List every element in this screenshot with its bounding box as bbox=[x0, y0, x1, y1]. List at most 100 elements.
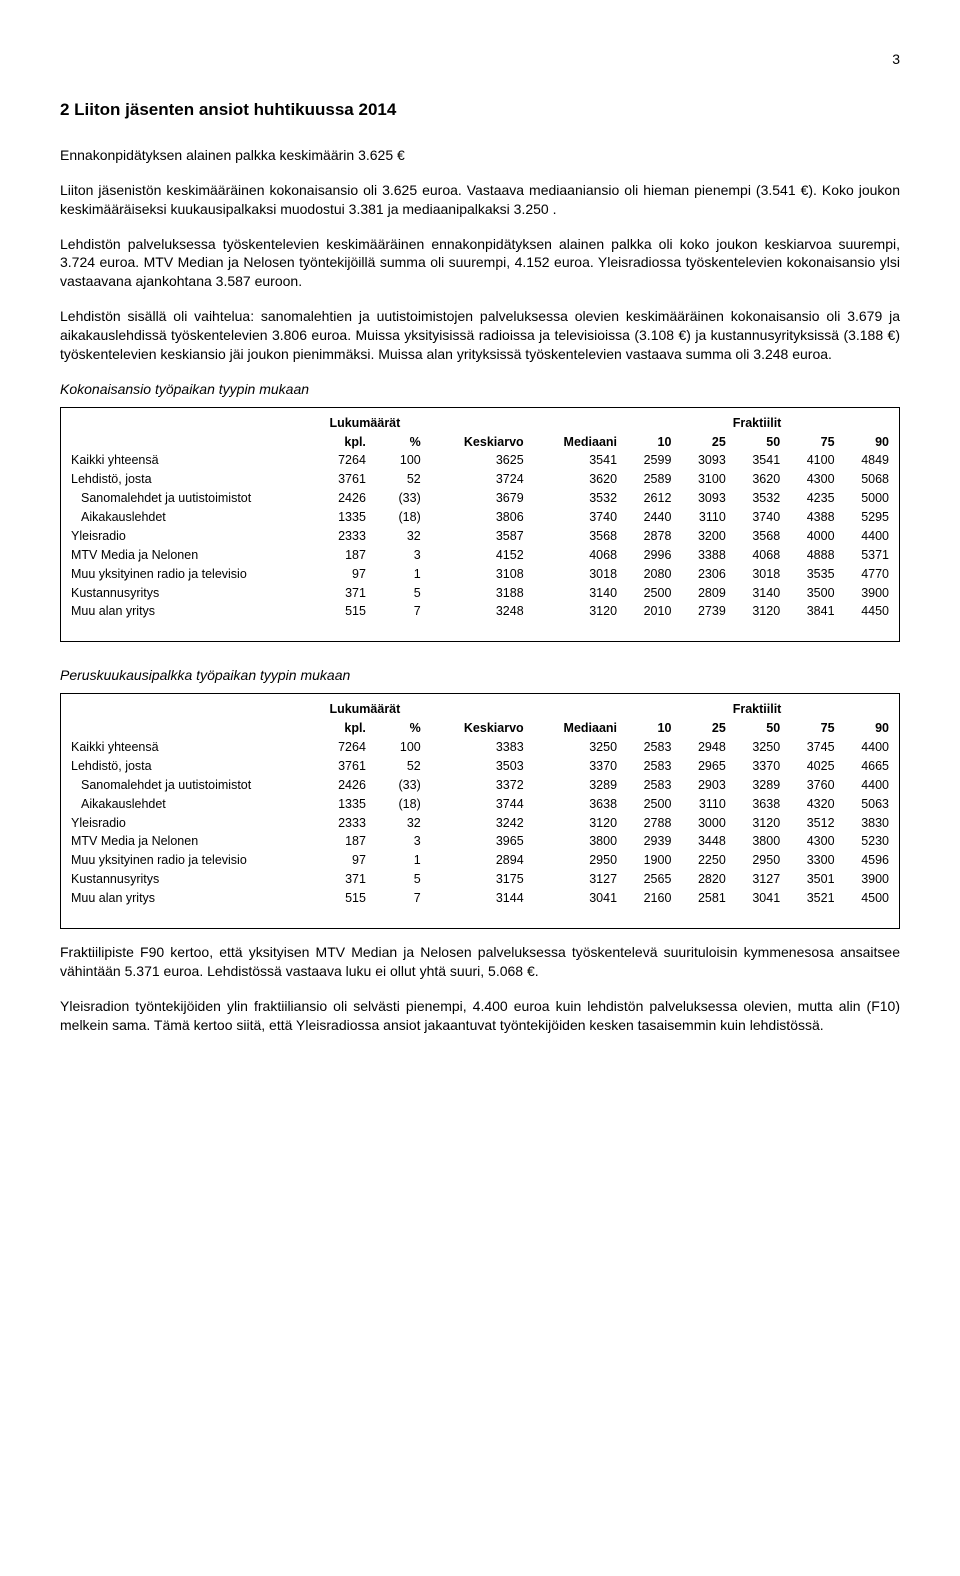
table2-group-lukum: Lukumäärät bbox=[305, 700, 425, 719]
table-row: Kaikki yhteensä7264100338332502583294832… bbox=[67, 738, 893, 757]
table-cell: 3041 bbox=[528, 889, 621, 908]
table-cell: 3535 bbox=[784, 565, 838, 584]
table-cell: 2010 bbox=[621, 602, 675, 621]
paragraph-5: Fraktiilipiste F90 kertoo, että yksityis… bbox=[60, 943, 900, 981]
table-cell: 3900 bbox=[839, 870, 893, 889]
table-row: Muu yksityinen radio ja televisio9713108… bbox=[67, 565, 893, 584]
table-cell: 3370 bbox=[730, 757, 784, 776]
table-cell: 3 bbox=[370, 546, 425, 565]
table-cell: 2939 bbox=[621, 832, 675, 851]
table-cell: 7 bbox=[370, 889, 425, 908]
table-cell: 5295 bbox=[839, 508, 893, 527]
table-cell: 2996 bbox=[621, 546, 675, 565]
table-cell: 3100 bbox=[675, 470, 729, 489]
col-header: 90 bbox=[839, 719, 893, 738]
col-header: Keskiarvo bbox=[425, 719, 528, 738]
table-cell: 3800 bbox=[730, 832, 784, 851]
table-cell: MTV Media ja Nelonen bbox=[67, 832, 305, 851]
table-cell: 4400 bbox=[839, 738, 893, 757]
table-cell: (33) bbox=[370, 489, 425, 508]
table-cell: 4300 bbox=[784, 832, 838, 851]
table1-caption: Kokonaisansio työpaikan tyypin mukaan bbox=[60, 380, 900, 399]
table-cell: Muu yksityinen radio ja televisio bbox=[67, 851, 305, 870]
table-cell: 3761 bbox=[305, 470, 370, 489]
col-header: kpl. bbox=[305, 719, 370, 738]
table-cell: 3093 bbox=[675, 489, 729, 508]
table-cell: (18) bbox=[370, 508, 425, 527]
table-cell: 5 bbox=[370, 584, 425, 603]
table-cell: Aikakauslehdet bbox=[67, 508, 305, 527]
table-cell: MTV Media ja Nelonen bbox=[67, 546, 305, 565]
col-header: Mediaani bbox=[528, 719, 621, 738]
table-cell: 3110 bbox=[675, 795, 729, 814]
table-cell: (33) bbox=[370, 776, 425, 795]
table-row: Aikakauslehdet1335(18)380637402440311037… bbox=[67, 508, 893, 527]
table-cell: 3587 bbox=[425, 527, 528, 546]
table-cell: 3144 bbox=[425, 889, 528, 908]
table-cell: 3740 bbox=[528, 508, 621, 527]
table-cell: 4320 bbox=[784, 795, 838, 814]
table-cell: 3175 bbox=[425, 870, 528, 889]
table-row: Muu yksityinen radio ja televisio9712894… bbox=[67, 851, 893, 870]
table-cell: 2950 bbox=[528, 851, 621, 870]
table-cell: 3200 bbox=[675, 527, 729, 546]
col-header bbox=[67, 433, 305, 452]
table-cell: 3761 bbox=[305, 757, 370, 776]
table-cell: 1 bbox=[370, 851, 425, 870]
table-cell: 371 bbox=[305, 870, 370, 889]
table-row: MTV Media ja Nelonen18734152406829963388… bbox=[67, 546, 893, 565]
table-cell: 2894 bbox=[425, 851, 528, 870]
table-cell: 3800 bbox=[528, 832, 621, 851]
table-cell: 187 bbox=[305, 832, 370, 851]
section-title: 2 Liiton jäsenten ansiot huhtikuussa 201… bbox=[60, 99, 900, 122]
table-cell: 4235 bbox=[784, 489, 838, 508]
table-row: Kaikki yhteensä7264100362535412599309335… bbox=[67, 451, 893, 470]
table2-group-frakt: Fraktiilit bbox=[621, 700, 893, 719]
table-row: Yleisradio233332324231202788300031203512… bbox=[67, 814, 893, 833]
table-cell: 3120 bbox=[528, 814, 621, 833]
table-cell: 3127 bbox=[730, 870, 784, 889]
table-cell: 3900 bbox=[839, 584, 893, 603]
table-cell: 3120 bbox=[730, 814, 784, 833]
table-cell: 3638 bbox=[528, 795, 621, 814]
table-cell: 2950 bbox=[730, 851, 784, 870]
table-cell: 3370 bbox=[528, 757, 621, 776]
table-cell: 4025 bbox=[784, 757, 838, 776]
table-cell: 2583 bbox=[621, 738, 675, 757]
col-header: Keskiarvo bbox=[425, 433, 528, 452]
table-cell: 4500 bbox=[839, 889, 893, 908]
table-cell: Yleisradio bbox=[67, 527, 305, 546]
table-cell: 3 bbox=[370, 832, 425, 851]
table-cell: 2948 bbox=[675, 738, 729, 757]
table-cell: (18) bbox=[370, 795, 425, 814]
table-cell: 2500 bbox=[621, 795, 675, 814]
table-cell: 3532 bbox=[730, 489, 784, 508]
table-cell: 4849 bbox=[839, 451, 893, 470]
table-cell: 3372 bbox=[425, 776, 528, 795]
table-cell: 4665 bbox=[839, 757, 893, 776]
table-cell: 4152 bbox=[425, 546, 528, 565]
table-cell: 515 bbox=[305, 602, 370, 621]
table-cell: 2583 bbox=[621, 776, 675, 795]
col-header: kpl. bbox=[305, 433, 370, 452]
table-cell: 371 bbox=[305, 584, 370, 603]
table-cell: Muu alan yritys bbox=[67, 602, 305, 621]
table-row: Kustannusyritys3715318831402500280931403… bbox=[67, 584, 893, 603]
table-cell: 3625 bbox=[425, 451, 528, 470]
table-cell: 1900 bbox=[621, 851, 675, 870]
table-cell: 2739 bbox=[675, 602, 729, 621]
table-cell: 3568 bbox=[730, 527, 784, 546]
table-row: Lehdistö, josta3761523724362025893100362… bbox=[67, 470, 893, 489]
table-cell: 187 bbox=[305, 546, 370, 565]
table-cell: 52 bbox=[370, 470, 425, 489]
table-cell: 3532 bbox=[528, 489, 621, 508]
table-cell: 4450 bbox=[839, 602, 893, 621]
table2: Lukumäärät Fraktiilit kpl.%KeskiarvoMedi… bbox=[67, 700, 893, 908]
table-cell: 3568 bbox=[528, 527, 621, 546]
table1-group-frakt: Fraktiilit bbox=[621, 414, 893, 433]
table-cell: Kustannusyritys bbox=[67, 870, 305, 889]
paragraph-2: Liiton jäsenistön keskimääräinen kokonai… bbox=[60, 181, 900, 219]
table-cell: 3140 bbox=[730, 584, 784, 603]
table-cell: 3512 bbox=[784, 814, 838, 833]
table-row: Sanomalehdet ja uutistoimistot2426(33)36… bbox=[67, 489, 893, 508]
